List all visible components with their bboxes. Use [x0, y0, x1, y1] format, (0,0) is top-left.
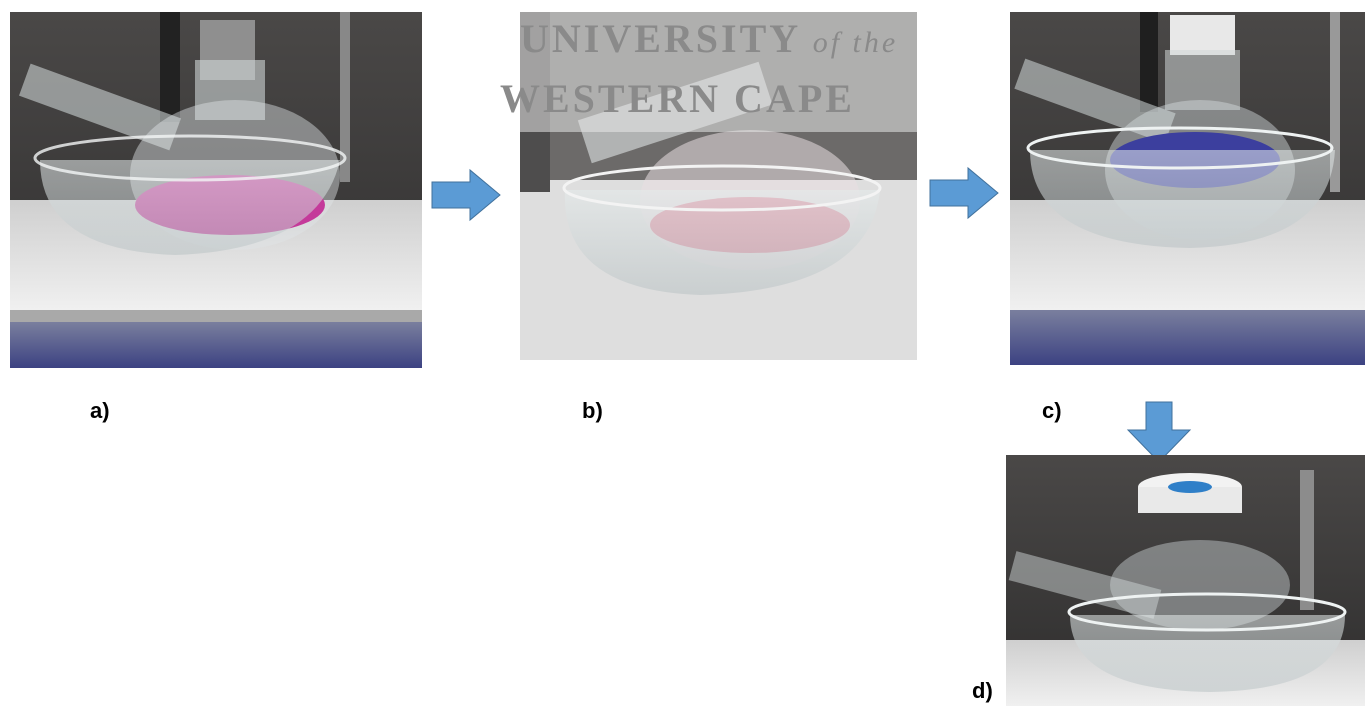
- photo-d: [1006, 455, 1365, 706]
- photo-detail: [160, 12, 180, 122]
- label-d: d): [972, 678, 993, 703]
- label-c: c): [1042, 398, 1062, 423]
- photo-a: [10, 12, 422, 368]
- photo-detail: [1010, 310, 1365, 365]
- label-a: a): [90, 398, 110, 423]
- photo-detail: [10, 310, 422, 322]
- watermark-line2: WESTERN CAPE: [500, 76, 855, 121]
- photo-detail: [1140, 12, 1158, 112]
- photo-c: [1010, 12, 1365, 365]
- watermark-suffix: of the: [813, 26, 899, 59]
- photo-b: [455, 12, 917, 360]
- photo-detail: [1168, 481, 1212, 493]
- arrow-right: [432, 170, 500, 220]
- label-b: b): [582, 398, 603, 423]
- photo-detail: [1300, 470, 1314, 610]
- arrow-right: [930, 168, 998, 218]
- watermark-university: UNIVERSITY: [520, 16, 800, 61]
- photo-detail: [10, 322, 422, 368]
- arrow-down: [1128, 402, 1190, 462]
- photo-detail: [1170, 15, 1235, 55]
- figure: UNIVERSITY of the WESTERN CAPE a) b) c) …: [0, 0, 1365, 706]
